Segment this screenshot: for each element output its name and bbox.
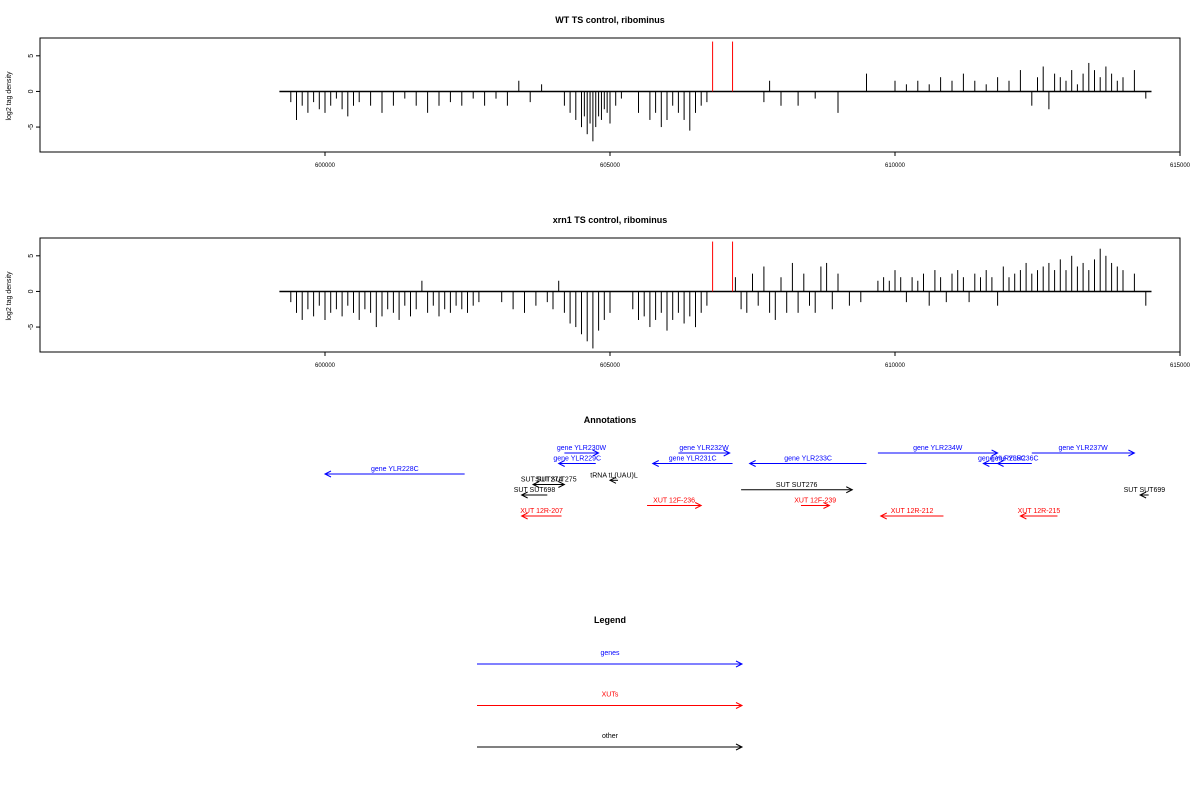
- feature-arrow-head: [558, 481, 566, 488]
- legend-label: other: [602, 733, 619, 740]
- xrn1-y-tick-label: 5: [28, 254, 35, 258]
- legend-label: XUTs: [602, 692, 619, 699]
- feature-label: XUT 12R-207: [520, 508, 563, 515]
- wt-y-tick-label: -5: [28, 124, 35, 130]
- xrn1-x-tick-label: 600000: [315, 363, 336, 369]
- feature-arrow-head: [531, 481, 540, 488]
- feature-label: gene YLR230W: [557, 445, 607, 452]
- feature-arrow-head: [520, 491, 528, 499]
- feature-label: gene YLR229C: [553, 456, 601, 463]
- feature-arrow-head: [748, 460, 756, 467]
- wt-track-marks: 600000 605000 610000 615000 -5 0 5: [28, 37, 1191, 169]
- xrn1-track-panel: xrn1 TS control, ribominus log2 tag dens…: [6, 215, 1191, 369]
- wt-x-tick-label: 610000: [885, 163, 906, 169]
- feature-label: XUT 12R-212: [891, 508, 934, 515]
- legend-arrow-head: [735, 660, 744, 668]
- xrn1-x-tick-label: 610000: [885, 363, 906, 369]
- feature-arrow-head: [982, 460, 990, 467]
- feature-arrow-head: [1128, 449, 1136, 457]
- feature-arrow-head: [651, 460, 659, 467]
- feature-arrow-head: [823, 502, 831, 509]
- feature-label: gene YLR235C: [978, 456, 1026, 463]
- feature-label: SUT SUT275: [535, 477, 577, 484]
- feature-arrow-head: [592, 449, 600, 457]
- feature-label: SUT SUT699: [1124, 487, 1166, 494]
- legend-title: Legend: [594, 615, 626, 625]
- feature-label: gene YLR234W: [913, 445, 963, 452]
- xrn1-y-tick-label: -5: [28, 324, 35, 330]
- feature-label: gene YLR237W: [1058, 445, 1108, 452]
- feature-arrow-head: [996, 460, 1004, 467]
- feature-label: SUT SUT274: [521, 477, 563, 484]
- feature-label: gene YLR232W: [679, 445, 729, 452]
- legend-items: genes XUTs other: [477, 650, 744, 751]
- feature-label: tRNA tL(UAU)L: [590, 472, 638, 479]
- annotations-title: Annotations: [584, 415, 637, 425]
- feature-label: gene YLR233C: [784, 456, 832, 463]
- wt-track-panel: WT TS control, ribominus log2 tag densit…: [6, 15, 1191, 169]
- feature-arrow-head: [694, 502, 703, 509]
- feature-arrow-head: [879, 512, 887, 520]
- annotation-features: gene YLR228C gene YLR230W gene YLR229C gene…: [323, 445, 1166, 520]
- feature-label: XUT 12R-215: [1018, 508, 1061, 515]
- xrn1-x-tick-label: 605000: [600, 363, 621, 369]
- xrn1-x-tick-label: 615000: [1170, 363, 1191, 369]
- feature-arrow-head: [1138, 491, 1147, 499]
- xrn1-track-title: xrn1 TS control, ribominus: [553, 215, 668, 225]
- legend-panel: Legend genes XUTs other: [477, 615, 744, 751]
- feature-arrow-head: [557, 460, 565, 467]
- legend-label: genes: [600, 650, 620, 657]
- feature-label: XUT 12F-239: [794, 498, 836, 505]
- xrn1-track-marks: 600000 605000 610000 615000 -5 0 5: [28, 237, 1191, 369]
- feature-label: XUT 12F-236: [653, 498, 695, 505]
- feature-arrow-head: [846, 486, 854, 494]
- legend-arrow-head: [735, 702, 744, 709]
- wt-x-tick-label: 600000: [315, 163, 336, 169]
- feature-arrow-head: [991, 449, 999, 457]
- wt-y-tick-label: 0: [28, 89, 35, 93]
- feature-arrow-head: [323, 470, 332, 478]
- legend-arrow-head: [735, 743, 744, 751]
- wt-x-tick-label: 615000: [1170, 163, 1191, 169]
- feature-label: SUT SUT698: [514, 487, 556, 494]
- feature-arrow-head: [520, 512, 528, 520]
- wt-track-ylabel: log2 tag density: [6, 71, 13, 121]
- feature-label: gene YLR231C: [669, 456, 717, 463]
- xrn1-track-ylabel: log2 tag density: [6, 271, 13, 321]
- feature-label: SUT SUT276: [776, 482, 818, 489]
- feature-label: gene YLR236C: [991, 456, 1039, 463]
- wt-x-tick-label: 605000: [600, 163, 621, 169]
- wt-y-tick-label: 5: [28, 54, 35, 58]
- feature-arrow-head: [608, 476, 617, 484]
- feature-label: gene YLR228C: [371, 466, 419, 473]
- xrn1-y-tick-label: 0: [28, 289, 35, 293]
- wt-track-title: WT TS control, ribominus: [555, 15, 665, 25]
- feature-arrow-head: [723, 449, 731, 457]
- feature-arrow-head: [1019, 512, 1027, 520]
